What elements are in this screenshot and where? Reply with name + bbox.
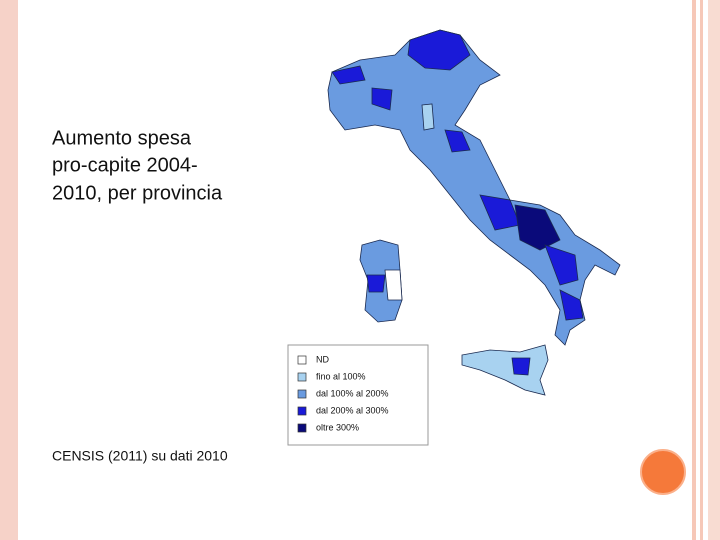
legend-label: ND — [316, 354, 329, 364]
source: CENSIS (2011) su dati 2010 — [52, 448, 228, 464]
right-border — [700, 0, 703, 540]
right-border — [692, 0, 696, 540]
legend-swatch — [297, 355, 307, 365]
region — [366, 274, 386, 293]
region — [544, 244, 579, 286]
legend-label: dal 200% al 300% — [316, 405, 389, 415]
region — [331, 65, 366, 85]
legend: ND fino al 100% dal 100% al 200% dal 200% a… — [297, 354, 389, 433]
title-line: Aumento spesa — [52, 127, 192, 149]
region — [514, 204, 561, 251]
right-border — [708, 0, 720, 540]
region — [511, 357, 531, 376]
region — [559, 289, 584, 321]
legend-swatch — [297, 372, 307, 382]
sicily — [461, 344, 549, 396]
legend-swatch — [297, 406, 307, 416]
title-line: pro-capite 2004- — [52, 154, 198, 176]
legend-label: fino al 100% — [316, 371, 366, 381]
legend-swatch — [297, 389, 307, 399]
region — [371, 87, 393, 111]
title-line: 2010, per provincia — [52, 182, 223, 204]
left-border — [0, 0, 18, 540]
region — [444, 129, 471, 153]
map — [327, 29, 621, 396]
legend-label: dal 100% al 200% — [316, 388, 389, 398]
region — [421, 103, 435, 131]
region — [384, 269, 403, 301]
legend-box — [287, 344, 429, 446]
decor-circle — [640, 449, 686, 495]
legend-label: oltre 300% — [316, 422, 359, 432]
legend-swatch — [297, 423, 307, 433]
mainland — [327, 29, 621, 346]
region — [407, 29, 471, 71]
